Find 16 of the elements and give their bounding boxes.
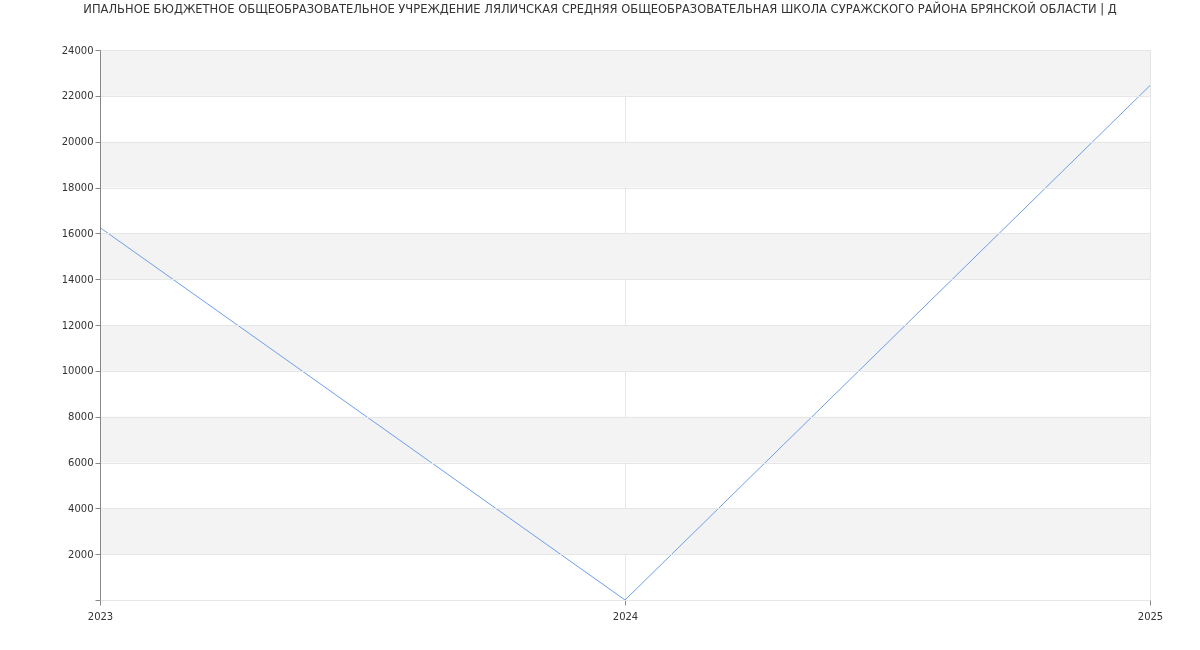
y-tick-label: 4000	[68, 502, 94, 514]
x-tick-label: 2025	[1137, 610, 1164, 622]
y-tick-label: 2000	[68, 548, 94, 560]
y-tick-label: 18000	[61, 182, 94, 193]
x-tick-label: 2024	[612, 610, 639, 622]
y-tick-label: 8000	[68, 411, 94, 423]
y-tick-label: 22000	[61, 90, 94, 102]
y-tick-label: 10000	[61, 365, 94, 377]
y-tick-label: 6000	[68, 457, 94, 468]
y-tick-label: 12000	[61, 319, 94, 331]
y-tick-label: 20000	[61, 136, 94, 148]
chart-title: ИПАЛЬНОЕ БЮДЖЕТНОЕ ОБЩЕОБРАЗОВАТЕЛЬНОЕ УЧРЕЖДЕНИЕ ЛЯЛИЧСКАЯ СРЕДНЯЯ ОБЩЕОБРАЗОВАТЕЛЬНАЯ ШКОЛА СУРАЖСКОГО РАЙОНА БРЯНСКОЙ ОБЛАСТИ | Д	[83, 0, 1117, 16]
y-tick-label: 24000	[61, 44, 94, 56]
y-tick-label: 16000	[61, 227, 94, 239]
x-tick-label: 2023	[87, 610, 114, 622]
y-tick-label: 14000	[61, 273, 94, 285]
